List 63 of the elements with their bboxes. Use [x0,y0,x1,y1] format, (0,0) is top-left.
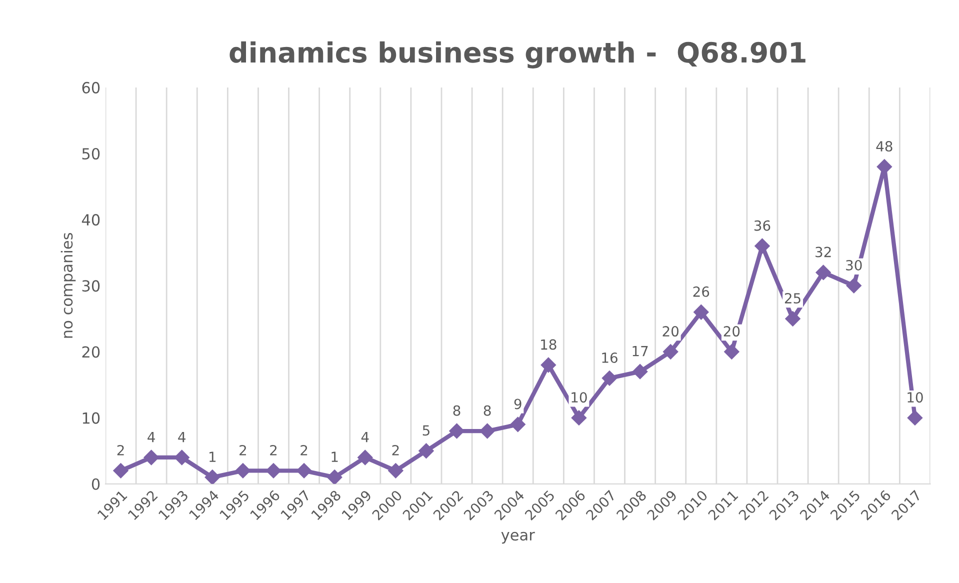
point [296,463,312,478]
data-label: 1 [332,452,338,462]
data-label: 9 [514,398,522,410]
point [358,450,373,466]
data-label: 8 [453,405,460,416]
point [754,238,770,254]
point [418,443,434,458]
data-label: 18 [541,339,556,350]
point [388,463,404,478]
point [816,264,831,280]
y-tick-label: 40 [82,214,100,226]
y-tick-label: 30 [82,280,100,292]
y-tick-label: 60 [82,82,100,94]
point [327,470,342,484]
data-label: 16 [602,352,618,363]
data-label: 2 [240,444,246,456]
data-label: 2 [117,444,124,456]
y-tick-label: 0 [92,478,100,490]
y-axis-title: no companies [60,232,76,338]
data-label: 5 [422,425,430,436]
point [449,423,464,439]
point [113,463,128,478]
data-label: 48 [876,141,892,152]
point [602,370,618,386]
point [204,470,220,484]
point [571,410,587,426]
data-label: 36 [754,220,770,231]
data-label: 20 [662,326,679,337]
point [540,357,556,373]
chart-title: dinamics business growth - Q68.901 [230,41,806,68]
data-label: 4 [361,432,369,442]
point [266,463,282,478]
data-label: 1 [210,452,216,462]
point [663,344,678,360]
point [235,463,251,478]
point [144,450,159,466]
point [694,304,709,320]
data-label: 2 [300,444,308,456]
data-label: 4 [148,432,155,442]
y-tick-label: 20 [82,346,100,358]
data-label: 8 [484,405,491,416]
data-label: 2 [392,444,399,456]
data-label: 30 [846,260,862,270]
data-label: 20 [724,326,740,337]
data-label: 2 [270,444,277,456]
point [846,278,862,294]
x-axis-title: year [501,532,535,544]
data-label: 10 [908,392,923,403]
point [785,311,800,326]
data-label: 32 [816,246,831,258]
point [724,344,740,360]
data-label: 26 [693,286,710,297]
point [632,364,648,380]
data-label: 4 [178,432,186,442]
data-label: 25 [784,293,800,304]
data-label: 17 [632,346,648,356]
data-label: 10 [572,392,587,403]
point [174,450,190,466]
point [907,410,923,426]
y-tick-label: 50 [82,148,100,160]
point [510,416,526,432]
y-tick-label: 10 [82,412,100,424]
point [480,423,495,439]
